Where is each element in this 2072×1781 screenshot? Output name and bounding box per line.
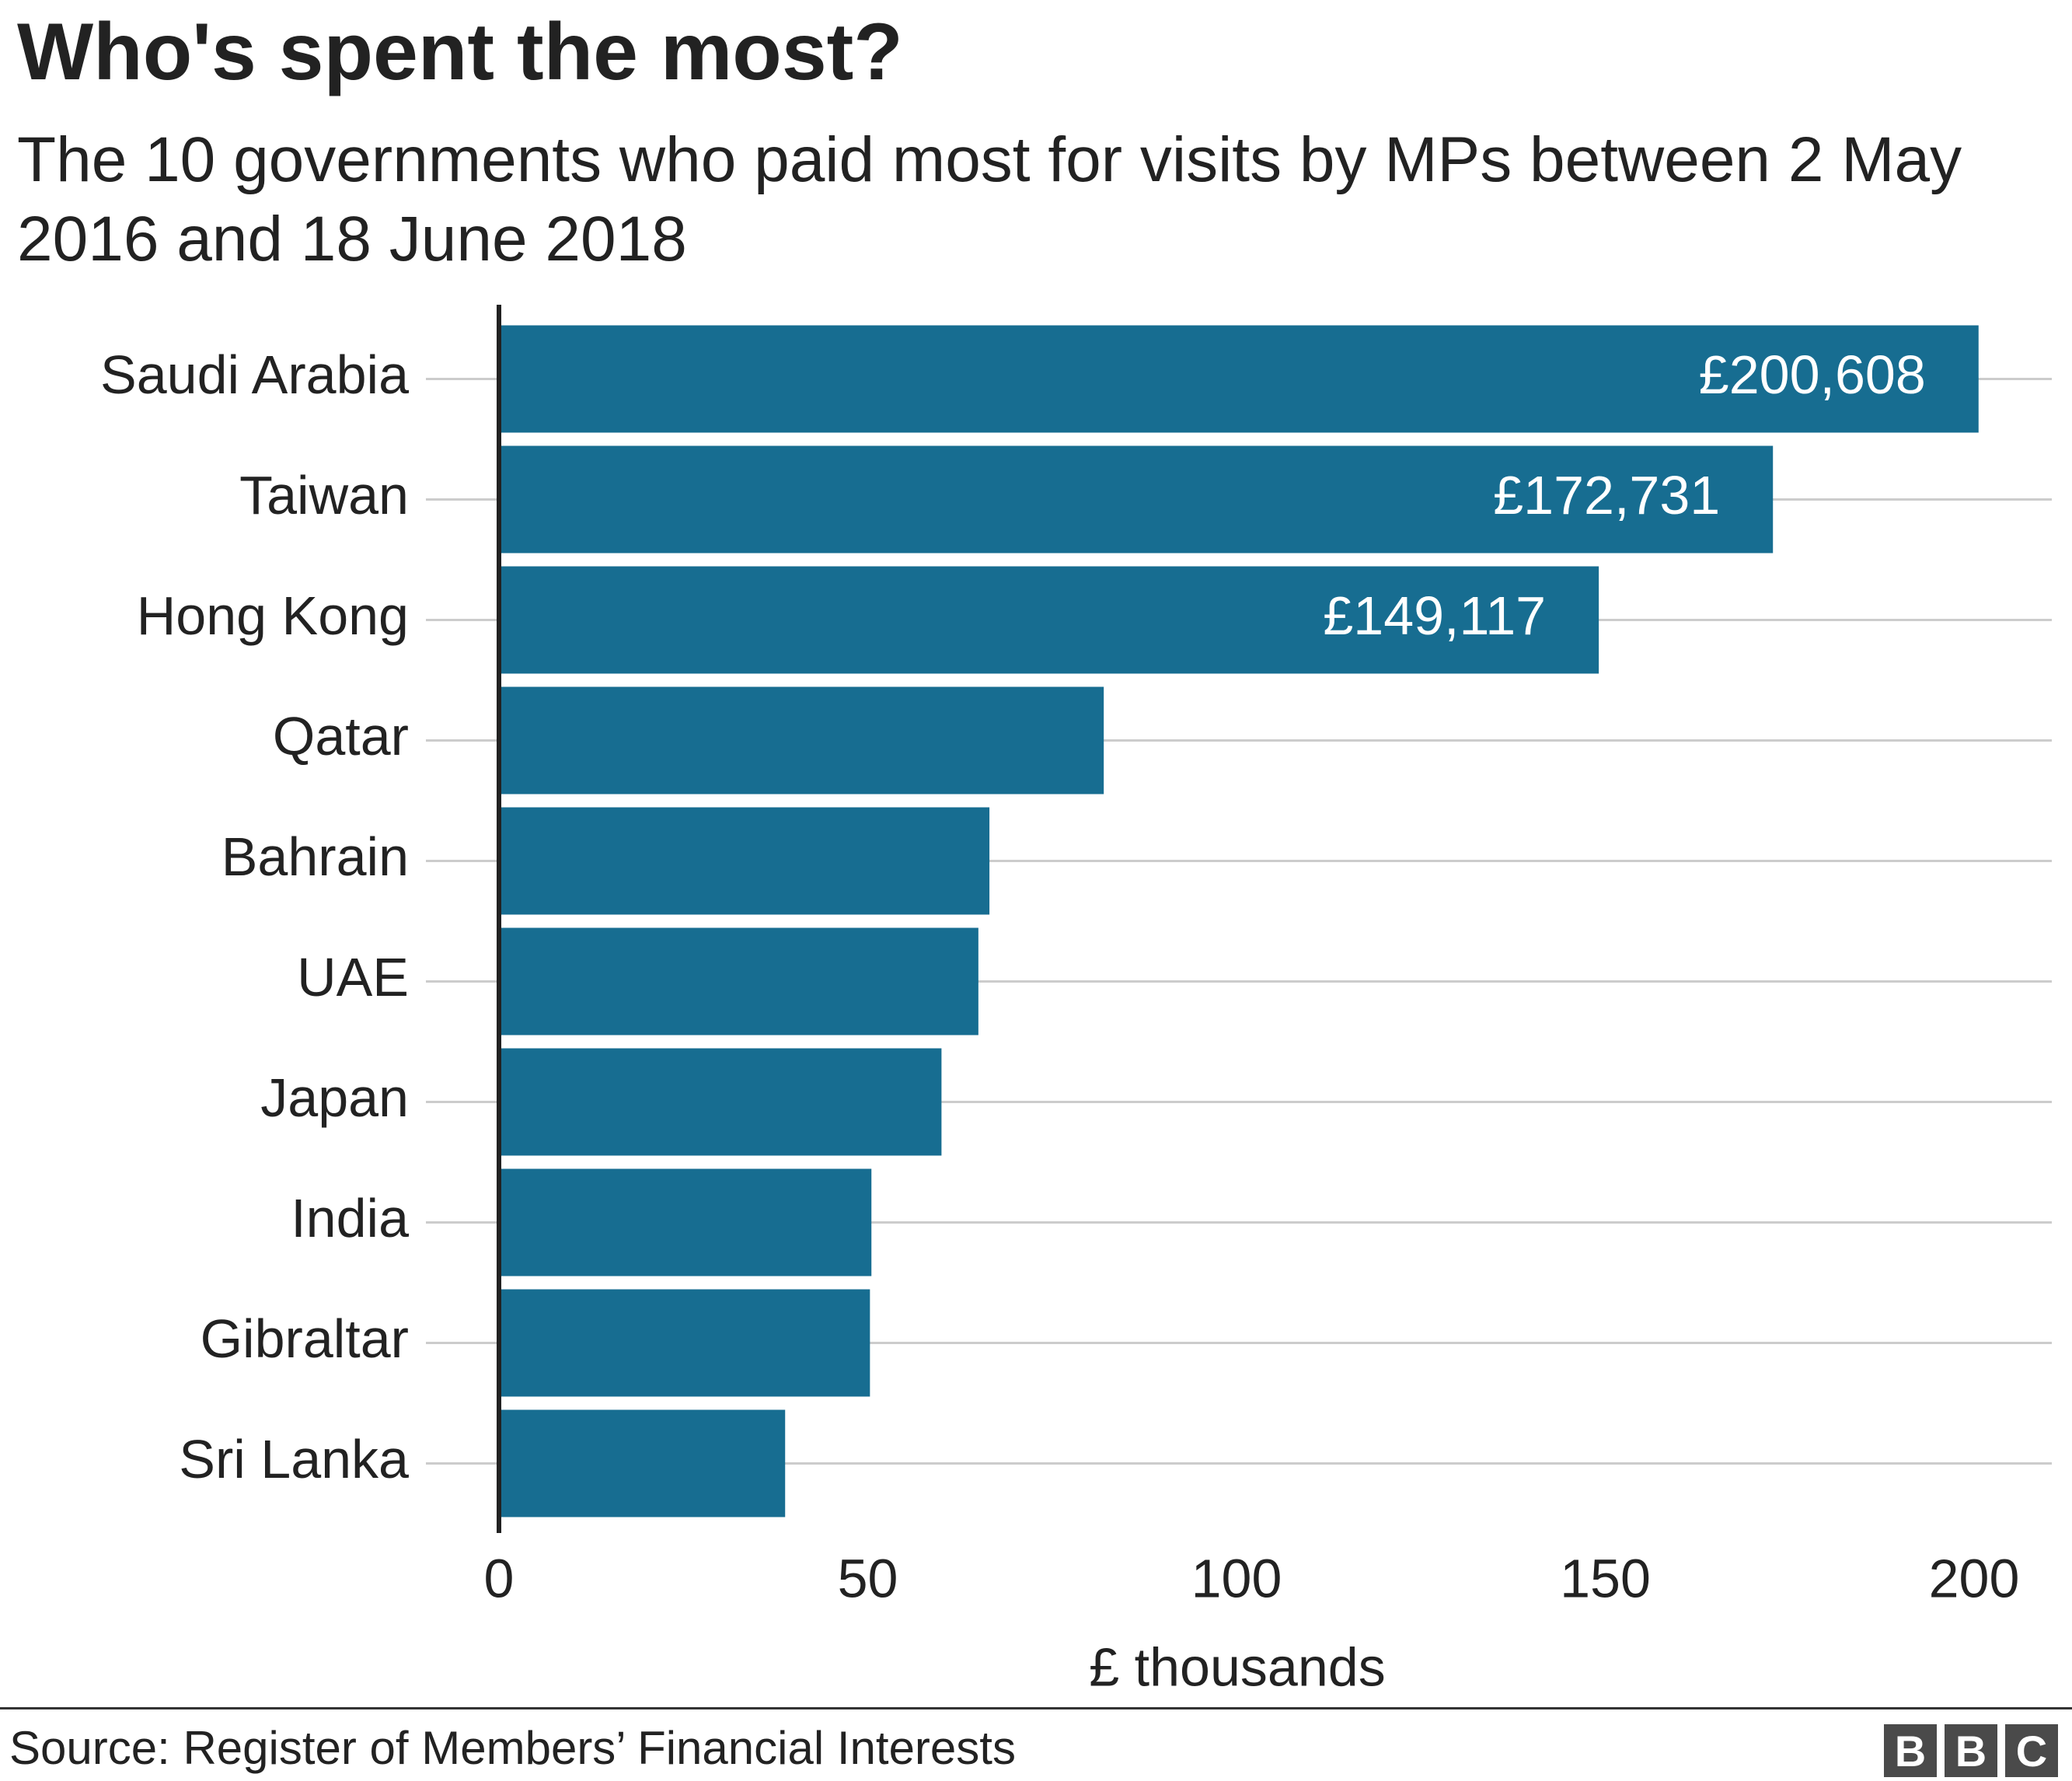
- bbc-logo-letter: B: [1945, 1724, 1997, 1777]
- chart-title: Who's spent the most?: [17, 7, 903, 97]
- x-tick-label: 100: [1191, 1548, 1282, 1608]
- x-tick-label: 0: [484, 1548, 515, 1608]
- chart-subtitle: The 10 governments who paid most for vis…: [17, 124, 1962, 274]
- bar: [499, 566, 1599, 674]
- bar: [499, 1409, 786, 1517]
- bbc-logo: B B C: [1884, 1724, 2058, 1777]
- category-label: Saudi Arabia: [100, 344, 409, 405]
- bar: [499, 807, 990, 915]
- x-tick-label: 150: [1560, 1548, 1651, 1608]
- bar: [499, 1168, 872, 1276]
- value-label: £200,608: [1699, 344, 1926, 405]
- footer-divider: [0, 1707, 2072, 1709]
- x-tick-label: 50: [838, 1548, 898, 1608]
- bar: [499, 1289, 870, 1397]
- bar: [499, 445, 1774, 554]
- bar: [499, 686, 1104, 794]
- bbc-logo-letter: C: [2005, 1724, 2058, 1777]
- x-axis-title: £ thousands: [1089, 1636, 1385, 1697]
- bar-chart: Saudi Arabia £200,608 Taiwan £172,731 Hong K…: [100, 305, 2052, 1697]
- category-label: Sri Lanka: [179, 1429, 409, 1489]
- bar: [499, 1048, 942, 1156]
- category-label: Japan: [260, 1067, 409, 1128]
- category-label: Gibraltar: [201, 1308, 409, 1369]
- category-label: India: [291, 1188, 409, 1248]
- bar: [499, 927, 978, 1035]
- value-label: £149,117: [1323, 585, 1546, 646]
- bbc-logo-letter: B: [1884, 1724, 1937, 1777]
- bar: [499, 325, 1979, 433]
- value-label: £172,731: [1493, 465, 1720, 526]
- category-label: Hong Kong: [137, 585, 409, 646]
- category-label: Qatar: [273, 706, 409, 767]
- category-label: Taiwan: [239, 465, 409, 526]
- category-label: UAE: [297, 947, 409, 1007]
- x-tick-label: 200: [1929, 1548, 2020, 1608]
- category-label: Bahrain: [222, 826, 409, 887]
- source-note: Source: Register of Members’ Financial I…: [9, 1722, 1016, 1774]
